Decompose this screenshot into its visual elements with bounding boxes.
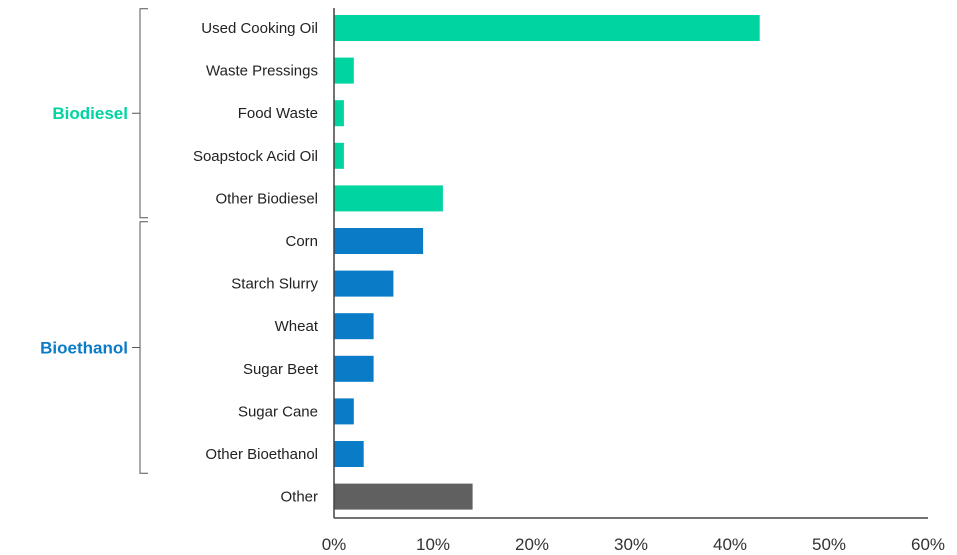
category-label-other: Other [280, 489, 318, 506]
bar-other-bioethanol [334, 441, 364, 467]
x-tick-label: 20% [515, 535, 549, 554]
bar-soapstock-acid-oil [334, 142, 344, 169]
bar-other [334, 483, 473, 510]
bracket-bioethanol [132, 221, 148, 474]
bar-waste-pressings [334, 57, 354, 84]
x-tick-label: 50% [812, 535, 846, 554]
category-label-other-biodiesel: Other Biodiesel [215, 190, 318, 207]
category-label-food-waste: Food Waste [238, 105, 318, 122]
x-tick-label: 10% [416, 535, 450, 554]
bar-wheat [334, 313, 374, 340]
category-label-sugar-beet: Sugar Beet [243, 361, 319, 378]
x-tick-label: 40% [713, 535, 747, 554]
group-label-bioethanol: Bioethanol [40, 339, 128, 358]
bars-layer [334, 15, 760, 510]
x-tick-label: 30% [614, 535, 648, 554]
category-label-wheat: Wheat [275, 318, 319, 335]
category-label-other-bioethanol: Other Bioethanol [205, 446, 318, 463]
group-label-biodiesel: Biodiesel [52, 104, 128, 123]
category-label-corn: Corn [285, 233, 318, 250]
category-label-sugar-cane: Sugar Cane [238, 403, 318, 420]
group-brackets: Biodiesel Bioethanol [40, 8, 148, 474]
category-label-soapstock-acid-oil: Soapstock Acid Oil [193, 148, 318, 165]
x-tick-labels: 0% 10% 20% 30% 40% 50% 60% [322, 535, 945, 554]
x-tick-label: 0% [322, 535, 347, 554]
bar-sugar-cane [334, 398, 354, 425]
bar-food-waste [334, 100, 344, 127]
bar-corn [334, 228, 424, 254]
bar-starch-slurry [334, 270, 394, 297]
x-tick-label: 60% [911, 535, 945, 554]
category-label-used-cooking-oil: Used Cooking Oil [201, 20, 318, 37]
bracket-biodiesel [132, 8, 148, 219]
bar-used-cooking-oil [334, 15, 760, 41]
bar-other-biodiesel [334, 185, 443, 212]
bar-sugar-beet [334, 355, 374, 382]
category-label-waste-pressings: Waste Pressings [206, 63, 318, 80]
category-labels: Used Cooking Oil Waste Pressings Food Wast… [193, 20, 319, 506]
category-label-starch-slurry: Starch Slurry [231, 276, 318, 293]
axes [333, 8, 928, 519]
